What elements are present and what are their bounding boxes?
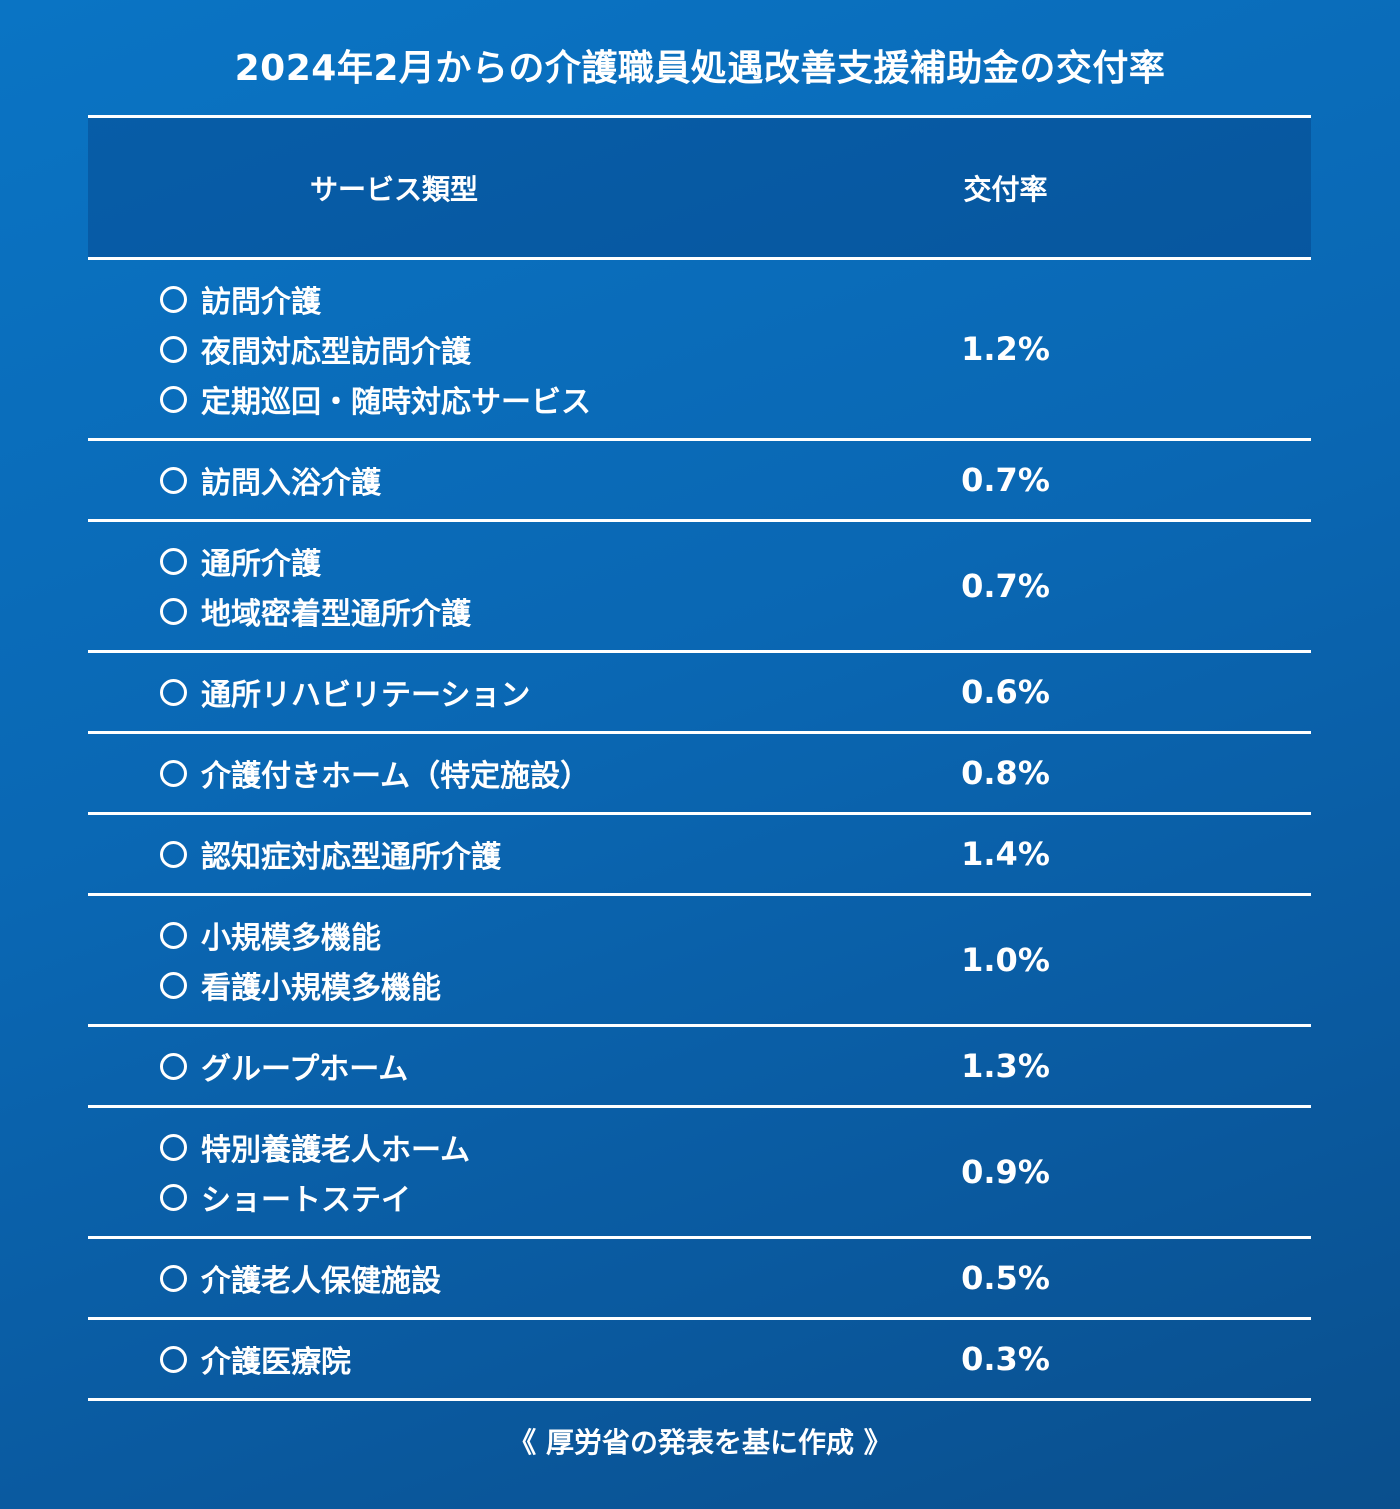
service-label: 訪問入浴介護 — [201, 466, 381, 501]
service-item: 夜間対応型訪問介護 — [160, 324, 700, 374]
page-title: 2024年2月からの介護職員処遇改善支援補助金の交付率 — [234, 48, 1166, 89]
service-cell: 通所介護地域密着型通所介護 — [88, 522, 700, 650]
service-item: 小規模多機能 — [160, 910, 700, 960]
service-item: 認知症対応型通所介護 — [160, 829, 700, 879]
rate-cell: 0.9% — [961, 1153, 1050, 1191]
table-body: 訪問介護夜間対応型訪問介護定期巡回・随時対応サービス 1.2% 訪問入浴介護 0.7%… — [88, 260, 1311, 1401]
table-row: 特別養護老人ホーム ショートステイ 0.9% — [88, 1108, 1311, 1239]
service-item: 看護小規模多機能 — [160, 960, 700, 1010]
service-cell: 訪問入浴介護 — [88, 441, 700, 519]
rate-cell: 0.5% — [961, 1259, 1050, 1297]
circle-bullet-icon — [160, 285, 187, 313]
circle-bullet-icon — [160, 1052, 187, 1080]
rate-cell: 1.4% — [961, 835, 1050, 873]
table-header: サービス類型 交付率 — [88, 118, 1311, 260]
service-item: 訪問介護 — [160, 274, 700, 324]
service-label: グループホーム — [201, 1052, 409, 1087]
service-label: 通所介護 — [201, 547, 321, 582]
rate-cell: 0.7% — [961, 461, 1050, 499]
service-item: 地域密着型通所介護 — [160, 586, 700, 636]
rate-cell: 0.8% — [961, 754, 1050, 792]
service-cell: 認知症対応型通所介護 — [88, 815, 700, 893]
table-row: 訪問入浴介護 0.7% — [88, 441, 1311, 522]
service-item: 通所リハビリテーション — [160, 667, 700, 717]
service-item: 定期巡回・随時対応サービス — [160, 374, 700, 424]
service-cell: 小規模多機能看護小規模多機能 — [88, 896, 700, 1024]
circle-bullet-icon — [160, 1183, 187, 1211]
circle-bullet-icon — [160, 1345, 187, 1373]
circle-bullet-icon — [160, 385, 187, 413]
rate-cell: 0.3% — [961, 1340, 1050, 1378]
service-label: 訪問介護 — [201, 285, 321, 320]
service-item: ショートステイ — [160, 1172, 700, 1222]
rate-cell: 0.6% — [961, 673, 1050, 711]
circle-bullet-icon — [160, 1264, 187, 1292]
table-row: 介護医療院 0.3% — [88, 1320, 1311, 1401]
table-row: 認知症対応型通所介護 1.4% — [88, 815, 1311, 896]
circle-bullet-icon — [160, 759, 187, 787]
circle-bullet-icon — [160, 971, 187, 999]
header-service-type: サービス類型 — [309, 172, 478, 206]
rate-cell: 1.3% — [961, 1047, 1050, 1085]
rate-table: サービス類型 交付率 訪問介護夜間対応型訪問介護定期巡回・随時対応サービス 1.2… — [88, 115, 1311, 1401]
service-item: 通所介護 — [160, 536, 700, 586]
service-label: 特別養護老人ホーム — [201, 1133, 471, 1168]
table-row: 介護老人保健施設 0.5% — [88, 1239, 1311, 1320]
service-label: 夜間対応型訪問介護 — [201, 335, 471, 370]
service-item: 介護付きホーム（特定施設） — [160, 748, 700, 798]
circle-bullet-icon — [160, 547, 187, 575]
rate-cell: 1.0% — [961, 941, 1050, 979]
circle-bullet-icon — [160, 1133, 187, 1161]
service-label: 認知症対応型通所介護 — [201, 840, 501, 875]
service-label: 定期巡回・随時対応サービス — [201, 385, 591, 420]
circle-bullet-icon — [160, 466, 187, 494]
circle-bullet-icon — [160, 840, 187, 868]
service-cell: 介護老人保健施設 — [88, 1239, 700, 1317]
service-cell: 特別養護老人ホーム ショートステイ — [88, 1108, 700, 1236]
service-cell: 通所リハビリテーション — [88, 653, 700, 731]
service-item: グループホーム — [160, 1041, 700, 1091]
service-cell: 訪問介護夜間対応型訪問介護定期巡回・随時対応サービス — [88, 260, 700, 438]
service-cell: 介護医療院 — [88, 1320, 700, 1398]
table-row: グループホーム 1.3% — [88, 1027, 1311, 1108]
table-row: 介護付きホーム（特定施設） 0.8% — [88, 734, 1311, 815]
circle-bullet-icon — [160, 678, 187, 706]
table-row: 通所リハビリテーション 0.6% — [88, 653, 1311, 734]
service-item: 特別養護老人ホーム — [160, 1122, 700, 1172]
service-label: 地域密着型通所介護 — [201, 597, 471, 632]
service-item: 介護医療院 — [160, 1334, 700, 1384]
service-item: 介護老人保健施設 — [160, 1253, 700, 1303]
service-cell: 介護付きホーム（特定施設） — [88, 734, 700, 812]
service-label: 通所リハビリテーション — [201, 678, 531, 713]
circle-bullet-icon — [160, 597, 187, 625]
service-label: 介護付きホーム（特定施設） — [201, 759, 591, 794]
circle-bullet-icon — [160, 921, 187, 949]
table-row: 小規模多機能看護小規模多機能 1.0% — [88, 896, 1311, 1027]
header-rate: 交付率 — [963, 172, 1048, 206]
service-item: 訪問入浴介護 — [160, 455, 700, 505]
circle-bullet-icon — [160, 335, 187, 363]
service-label: 介護医療院 — [201, 1345, 351, 1380]
source-note: 《 厚労省の発表を基に作成 》 — [508, 1426, 892, 1459]
rate-cell: 0.7% — [961, 567, 1050, 605]
rate-cell: 1.2% — [961, 330, 1050, 368]
service-label: 看護小規模多機能 — [201, 971, 441, 1006]
service-label: ショートステイ — [201, 1183, 411, 1218]
service-cell: グループホーム — [88, 1027, 700, 1105]
service-label: 小規模多機能 — [201, 921, 381, 956]
table-row: 通所介護地域密着型通所介護 0.7% — [88, 522, 1311, 653]
service-label: 介護老人保健施設 — [201, 1264, 441, 1299]
table-row: 訪問介護夜間対応型訪問介護定期巡回・随時対応サービス 1.2% — [88, 260, 1311, 441]
